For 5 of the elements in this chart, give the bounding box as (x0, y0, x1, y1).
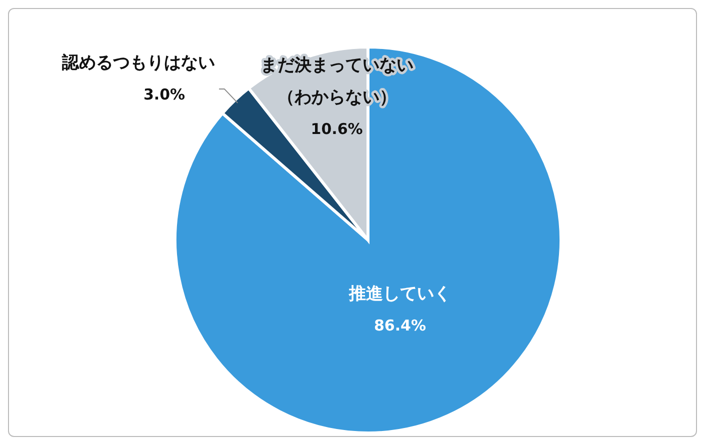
data-label: 3.0% (143, 85, 186, 104)
data-label: 10.6% (310, 120, 363, 138)
slice-label: 推進していく (348, 284, 451, 304)
data-label: 86.4% (374, 316, 426, 334)
slice-label: 認めるつもりはない (61, 52, 216, 73)
